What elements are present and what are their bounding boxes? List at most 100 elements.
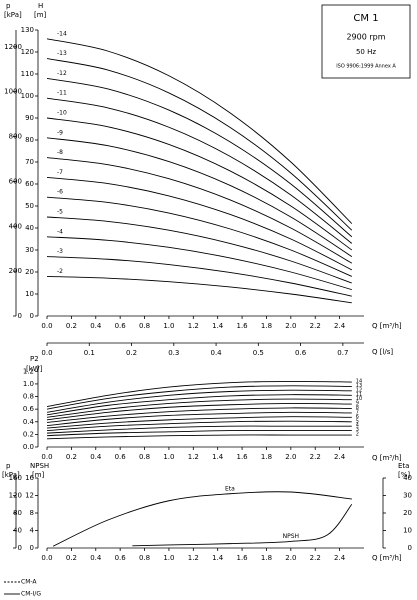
y2-tick-label: 160 <box>9 474 22 482</box>
x-tick-label: 0.2 <box>66 453 77 461</box>
y3-tick-label: 0 <box>408 544 412 552</box>
y-tick-label: 8 <box>30 509 34 517</box>
x-tick-label: 1.0 <box>163 322 174 330</box>
y3-tick-label: 20 <box>403 509 412 517</box>
curve <box>46 420 352 432</box>
x-tick-label: 1.8 <box>261 453 272 461</box>
y-tick-label: 30 <box>25 246 34 254</box>
curve <box>46 117 353 251</box>
x2-tick-label: 0.2 <box>126 349 137 357</box>
y-tick-label: 80 <box>25 136 34 144</box>
curve <box>46 411 352 427</box>
curve <box>46 216 352 284</box>
curve-label: 3 <box>356 427 359 433</box>
y-tick-label: 12 <box>25 492 34 500</box>
curve-label: -5 <box>57 209 63 216</box>
x-tick-label: 2.4 <box>334 554 346 562</box>
x-axis-label: Q [m³/h] <box>372 322 402 330</box>
curve <box>132 503 353 547</box>
x-tick-label: 2.4 <box>334 453 346 461</box>
curve-label: 13 <box>356 383 362 389</box>
y2-tick-label: 40 <box>13 527 22 535</box>
h-axis-unit: [m] <box>34 11 47 19</box>
curve-label: 9 <box>356 401 359 407</box>
npsh-axis-unit: [m] <box>32 471 45 479</box>
y-tick-label: 4 <box>30 527 35 535</box>
y-tick-label: 16 <box>25 474 34 482</box>
curve <box>46 385 352 410</box>
curve <box>46 394 352 416</box>
x-tick-label: 1.2 <box>188 322 199 330</box>
y-tick-label: 50 <box>25 202 34 210</box>
x-tick-label: 0.4 <box>90 554 102 562</box>
x-tick-label: 1.6 <box>237 322 249 330</box>
x-tick-label: 1.8 <box>261 554 272 562</box>
x-tick-label: 0.8 <box>139 554 150 562</box>
curve-label: -4 <box>57 228 63 235</box>
x-tick-label: 0.6 <box>115 453 127 461</box>
x-tick-label: 1.0 <box>163 554 174 562</box>
curve-label: 5 <box>356 418 359 424</box>
x-tick-label: 1.2 <box>188 453 199 461</box>
y2-tick-label: 0 <box>18 544 22 552</box>
p-axis-unit: [kPa] <box>4 11 22 19</box>
curve <box>46 58 353 231</box>
curve <box>46 407 352 423</box>
x-tick-label: 0.8 <box>139 453 150 461</box>
x-tick-label: 0.0 <box>41 453 52 461</box>
curve <box>46 256 352 297</box>
curve <box>46 196 352 277</box>
x-tick-label: 0.2 <box>66 554 77 562</box>
x2-tick-label: 0.6 <box>295 349 307 357</box>
y-tick-label: 1.0 <box>23 380 34 388</box>
x-tick-label: 2.0 <box>285 554 296 562</box>
curve-label: -7 <box>57 169 63 176</box>
y2-tick-label: 120 <box>9 492 22 500</box>
p2-axis-unit: [kW] <box>26 365 43 373</box>
curve-label: -3 <box>57 248 63 255</box>
curve <box>46 137 353 257</box>
y-tick-label: 0.2 <box>23 430 34 438</box>
x-tick-label: 1.6 <box>237 554 249 562</box>
p-axis-label: p <box>6 462 11 470</box>
y-tick-label: 60 <box>25 180 34 188</box>
x2-tick-label: 0.4 <box>210 349 222 357</box>
y2-tick-label: 800 <box>9 133 22 141</box>
curve <box>46 403 352 421</box>
y2-tick-label: 400 <box>9 222 22 230</box>
x-tick-label: 0.0 <box>41 554 52 562</box>
curve <box>46 97 353 244</box>
curve <box>46 157 353 264</box>
y-tick-label: 40 <box>25 224 34 232</box>
info-frequency: 50 Hz <box>356 48 376 56</box>
y-tick-label: 0 <box>30 312 34 320</box>
legend-label: CM-I/G <box>21 591 41 598</box>
x-tick-label: 2.4 <box>334 322 346 330</box>
curve <box>46 416 352 429</box>
x2-tick-label: 0.7 <box>337 349 348 357</box>
y-tick-label: 100 <box>21 92 34 100</box>
y-tick-label: 110 <box>21 70 34 78</box>
eta-axis-label: Eta <box>398 462 409 470</box>
info-title: CM 1 <box>353 13 378 24</box>
y-tick-label: 0.0 <box>23 443 34 451</box>
x2-axis-label: Q [l/s] <box>372 348 393 356</box>
x-tick-label: 0.4 <box>90 322 102 330</box>
y-tick-label: 1.2 <box>23 367 34 375</box>
x-tick-label: 1.0 <box>163 453 174 461</box>
curve-label: 12 <box>356 387 362 393</box>
y-tick-label: 120 <box>21 48 34 56</box>
curve <box>46 236 352 291</box>
curve <box>46 380 352 408</box>
curve <box>46 275 352 304</box>
x2-tick-label: 0.3 <box>168 349 179 357</box>
x-axis-label: Q [m³/h] <box>372 554 402 562</box>
x-tick-label: 2.0 <box>285 453 296 461</box>
legend-label: CM-A <box>21 579 37 586</box>
info-box <box>321 4 411 79</box>
y-tick-label: 0.8 <box>23 393 34 401</box>
info-speed: 2900 rpm <box>346 33 385 42</box>
x2-tick-label: 0.5 <box>253 349 264 357</box>
x-tick-label: 0.0 <box>41 322 52 330</box>
